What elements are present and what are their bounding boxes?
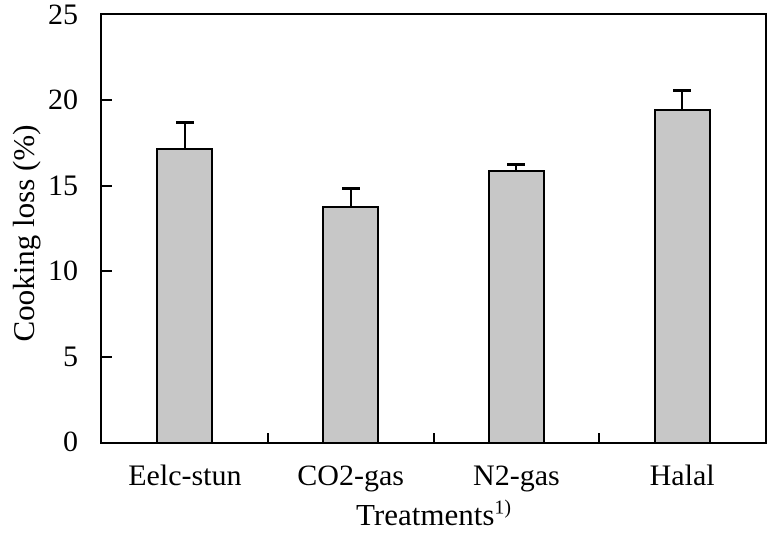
bar-eelc-stun bbox=[156, 148, 213, 442]
y-axis-tick-label: 25 bbox=[48, 0, 78, 32]
error-bar-cap bbox=[176, 121, 194, 124]
error-bar-cap bbox=[507, 163, 525, 166]
y-axis-tick bbox=[102, 99, 112, 102]
x-axis-tick bbox=[266, 433, 269, 442]
x-axis-title: Treatments1) bbox=[100, 497, 767, 533]
y-axis-tick-label: 10 bbox=[48, 254, 78, 288]
bar-co2-gas bbox=[322, 206, 379, 442]
y-axis-tick-label: 20 bbox=[48, 83, 78, 117]
x-axis-category-label: Eelc-stun bbox=[128, 459, 242, 492]
y-axis-tick bbox=[102, 184, 112, 187]
y-axis-tick bbox=[102, 270, 112, 273]
x-axis-category-label: Halal bbox=[649, 459, 715, 492]
x-axis-title-superscript: 1) bbox=[494, 496, 511, 519]
y-axis-tick bbox=[102, 355, 112, 358]
x-axis-tick bbox=[598, 433, 601, 442]
error-bar bbox=[681, 89, 683, 109]
bar-halal bbox=[654, 109, 711, 442]
y-axis-tick-label: 0 bbox=[63, 425, 78, 458]
error-bar bbox=[515, 163, 517, 170]
error-bar bbox=[184, 121, 186, 148]
error-bar-cap bbox=[342, 187, 360, 190]
error-bar bbox=[350, 187, 352, 206]
y-axis-title: Cooking loss (%) bbox=[6, 124, 41, 342]
y-axis-tick-label: 5 bbox=[63, 339, 78, 373]
x-axis-tick bbox=[432, 433, 435, 442]
plot-area bbox=[100, 13, 767, 444]
x-axis-category-label: CO2-gas bbox=[297, 459, 404, 492]
x-axis-title-text: Treatments bbox=[356, 497, 495, 532]
bar-n2-gas bbox=[488, 170, 545, 442]
y-axis-tick-label: 15 bbox=[48, 168, 78, 202]
x-axis-category-label: N2-gas bbox=[473, 459, 560, 492]
error-bar-cap bbox=[673, 89, 691, 92]
